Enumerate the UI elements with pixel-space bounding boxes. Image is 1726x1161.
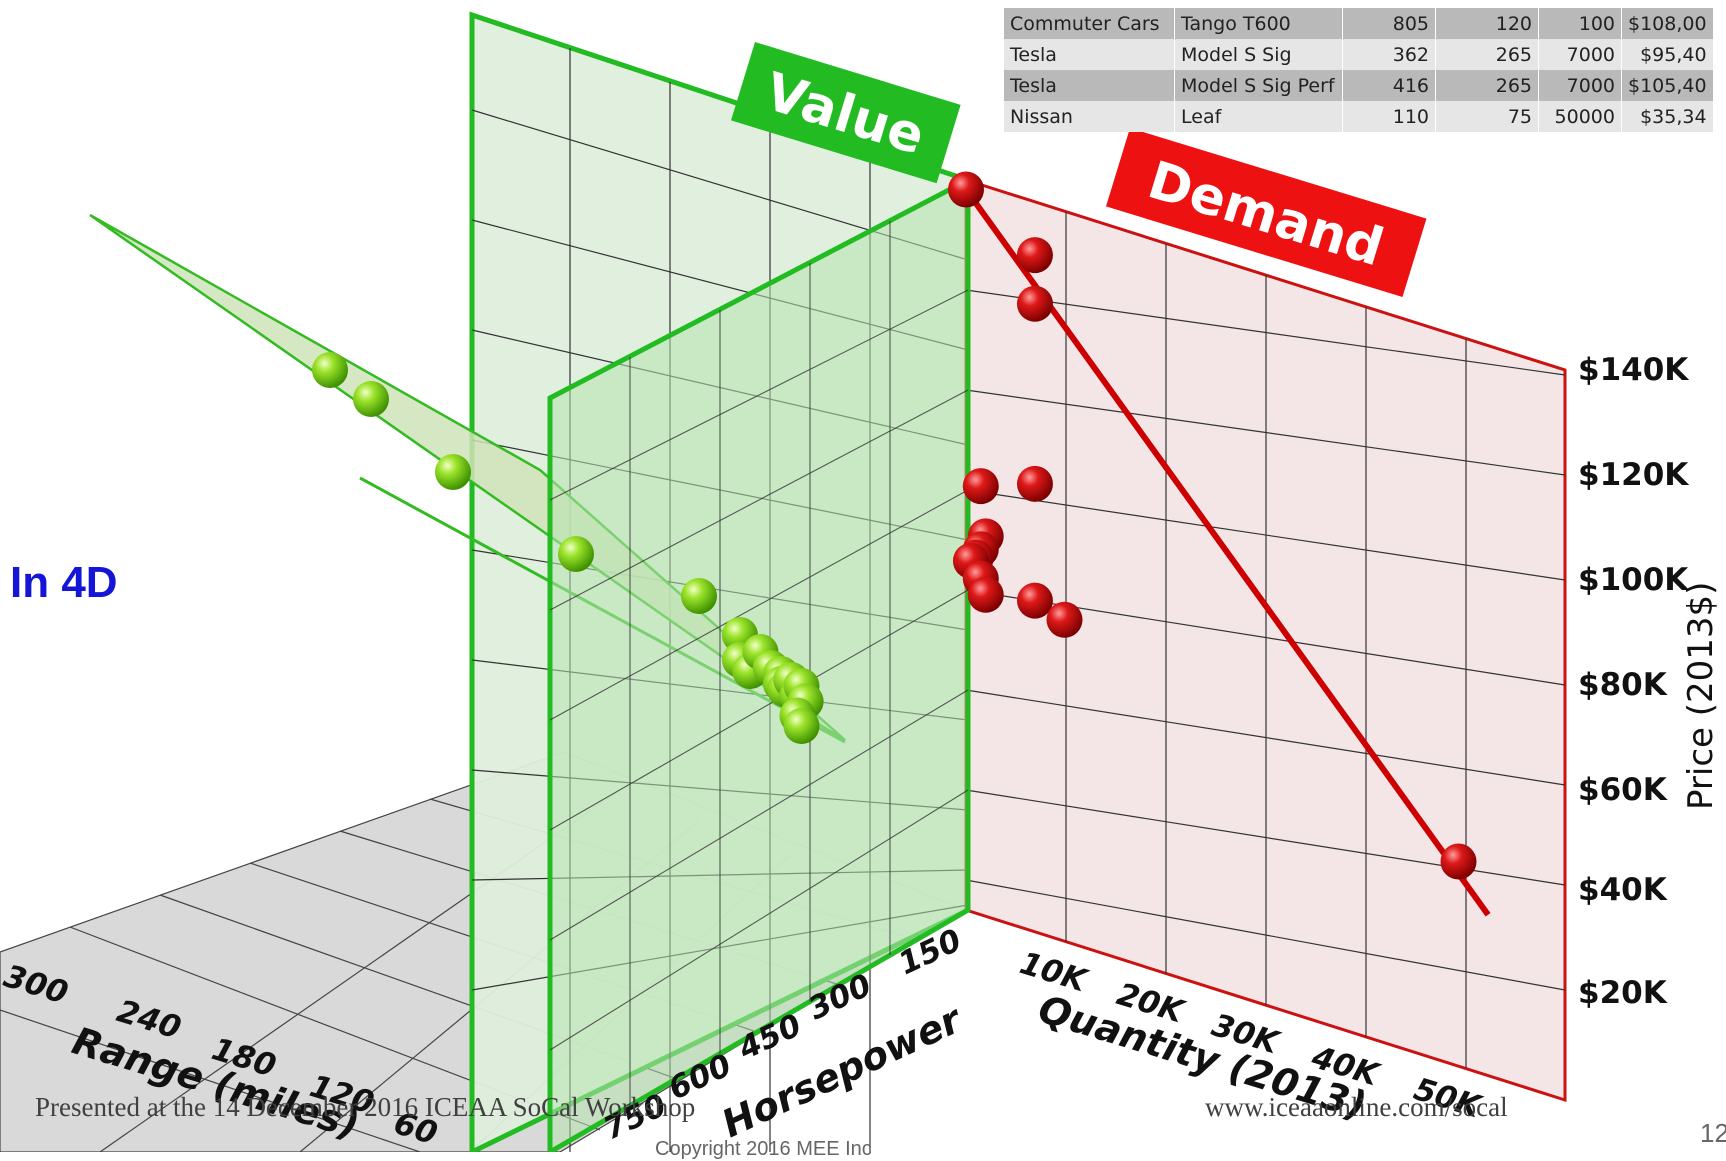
price-tick: $100K [1578,562,1689,598]
table-cell: $108,00 [1621,8,1714,39]
table-cell: Tesla [1004,70,1175,101]
price-tick: $40K [1578,872,1668,908]
demand-point [1046,601,1083,638]
table-cell: 805 [1342,8,1436,39]
value-point [558,536,594,572]
value-point [312,352,348,388]
table-cell: Leaf [1174,101,1343,132]
table-cell: Tesla [1004,39,1175,70]
table-cell: 120 [1435,8,1539,39]
table-cell: $105,40 [1621,70,1714,101]
demand-point [948,171,984,208]
value-point [783,708,820,744]
price-tick: $20K [1578,975,1668,1011]
table-cell: 265 [1435,70,1539,101]
demand-point [1440,843,1477,880]
table-cell: 362 [1342,39,1436,70]
table-cell: Commuter Cars [1004,8,1175,39]
page-number: 12 [1700,1118,1726,1148]
value-point [353,381,389,417]
slide-caption: In 4D [10,558,118,607]
table-cell: 416 [1342,70,1436,101]
table-cell: 265 [1435,39,1539,70]
price-tick: $120K [1578,457,1689,493]
demand-point [962,468,999,505]
price-tick: $140K [1578,352,1689,388]
value-point [435,454,471,490]
demand-fit-line [963,187,1491,917]
data-table: Commuter Cars Tango T600 805 120 100 $10… [1004,8,1714,132]
table-cell: 100 [1538,8,1622,39]
demand-point [1016,285,1053,322]
table-cell: $95,40 [1621,39,1714,70]
demand-point [1016,582,1053,619]
footer-right[interactable]: www.iceaaonline.com/socal [1205,1092,1508,1122]
table-cell: Tango T600 [1174,8,1343,39]
table-row: Tesla Model S Sig 362 265 7000 $95,40 [1004,39,1714,70]
table-row: Nissan Leaf 110 75 50000 $35,34 [1004,101,1714,132]
table-cell: 110 [1342,101,1436,132]
table-cell: 7000 [1538,39,1622,70]
table-cell: 75 [1435,101,1539,132]
table-cell: 50000 [1538,101,1622,132]
value-point [681,578,717,614]
table-cell: Model S Sig [1174,39,1343,70]
table-cell: Nissan [1004,101,1175,132]
value-points [312,352,824,744]
table-cell: 7000 [1538,70,1622,101]
demand-point [967,576,1004,613]
table-cell: Model S Sig Perf [1174,70,1343,101]
price-tick: $80K [1578,667,1668,703]
table-row: Commuter Cars Tango T600 805 120 100 $10… [1004,8,1714,39]
table-row: Tesla Model S Sig Perf 416 265 7000 $105… [1004,70,1714,101]
demand-point [1016,465,1053,502]
demand-point [1016,237,1053,274]
price-axis: $140K $120K $100K $80K $60K $40K $20K Pr… [1578,352,1721,1011]
demand-points [948,171,1477,880]
table-cell: $35,34 [1621,101,1714,132]
price-axis-label: Price (2013$) [1681,582,1721,810]
copyright: Copyright 2016 MEE Inc [655,1138,872,1160]
price-tick: $60K [1578,772,1668,808]
demand-panel [964,177,1567,1103]
footer-left: Presented at the 14 December 2016 ICEAA … [35,1092,696,1122]
